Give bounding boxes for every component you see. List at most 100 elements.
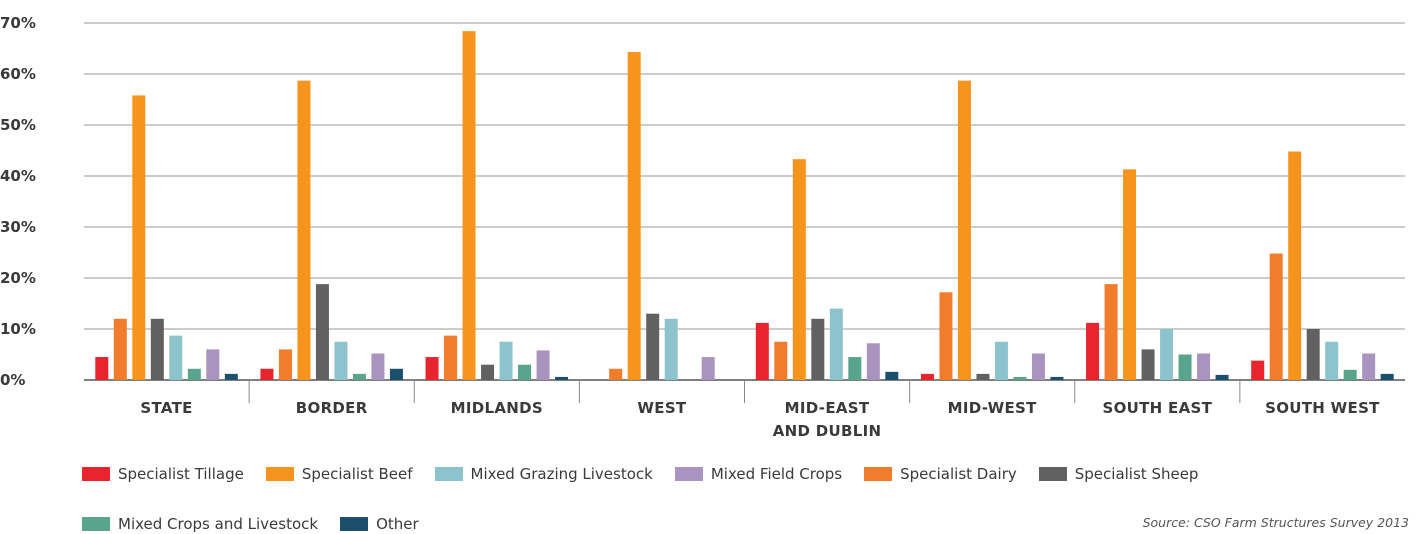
- x-category-label: AND DUBLIN: [773, 422, 882, 440]
- x-category-label: MID-EAST: [785, 399, 870, 417]
- bar: [1141, 349, 1155, 380]
- bar: [518, 364, 532, 380]
- bar: [187, 368, 201, 380]
- y-tick-label: 20%: [0, 269, 36, 287]
- bar: [260, 368, 274, 380]
- bar: [848, 357, 862, 380]
- bar: [1160, 329, 1174, 380]
- y-tick-label: 60%: [0, 65, 36, 83]
- bar: [957, 80, 971, 380]
- legend-label: Specialist Dairy: [900, 465, 1017, 483]
- bar: [609, 368, 623, 380]
- legend-swatch: [82, 517, 110, 531]
- x-category-label: STATE: [140, 399, 192, 417]
- bar: [334, 341, 348, 380]
- x-category-label: WEST: [637, 399, 686, 417]
- bar: [278, 349, 292, 380]
- bar: [113, 318, 127, 380]
- bar: [1178, 354, 1192, 380]
- legend-item: Specialist Tillage: [82, 465, 244, 483]
- bar: [425, 357, 439, 380]
- bar: [352, 373, 366, 380]
- bar: [1123, 169, 1137, 380]
- legend-item: Specialist Beef: [265, 465, 413, 483]
- bar: [976, 373, 990, 380]
- x-category-label: SOUTH EAST: [1102, 399, 1212, 417]
- legend-swatch: [434, 467, 463, 481]
- bar: [1325, 341, 1339, 380]
- bar: [885, 371, 899, 380]
- bar: [1306, 329, 1320, 380]
- bar: [169, 335, 183, 380]
- legend-label: Mixed Grazing Livestock: [470, 465, 653, 483]
- bar: [1362, 353, 1376, 380]
- legend-label: Mixed Crops and Livestock: [118, 515, 319, 533]
- y-tick-label: 0%: [0, 371, 25, 389]
- legend-label: Other: [376, 515, 419, 533]
- bar: [1251, 360, 1265, 380]
- legend-item: Mixed Field Crops: [674, 465, 843, 483]
- bar: [627, 52, 641, 380]
- bar: [1197, 353, 1211, 380]
- bar: [866, 343, 880, 380]
- bar: [150, 318, 164, 380]
- bar: [1269, 253, 1283, 380]
- bar: [462, 31, 476, 380]
- bar: [1380, 373, 1394, 380]
- bar: [1050, 376, 1064, 380]
- bar: [536, 350, 550, 380]
- bar: [95, 357, 109, 380]
- bar: [389, 368, 403, 380]
- legend-item: Mixed Grazing Livestock: [434, 465, 653, 483]
- bar: [444, 335, 458, 380]
- y-tick-label: 70%: [0, 14, 36, 32]
- bar: [499, 341, 513, 380]
- bar: [481, 364, 495, 380]
- x-category-label: SOUTH WEST: [1265, 399, 1380, 417]
- bar: [1104, 284, 1118, 380]
- x-category-label: MIDLANDS: [451, 399, 543, 417]
- bar: [1013, 376, 1027, 380]
- bar: [811, 318, 825, 380]
- legend-label: Specialist Sheep: [1074, 465, 1199, 483]
- source-note: Source: CSO Farm Structures Survey 2013: [1142, 515, 1409, 530]
- bar: [755, 322, 769, 380]
- bar: [1086, 322, 1100, 380]
- bar: [701, 357, 715, 380]
- y-tick-label: 30%: [0, 218, 36, 236]
- bar: [297, 80, 311, 380]
- legend-swatch: [82, 467, 110, 481]
- bar: [371, 353, 385, 380]
- legend-item: Other: [340, 515, 419, 533]
- bar-chart: 0% 10% 20% 30% 40% 50% 60% 70% STATE BORDER MIDLAN…: [0, 14, 1405, 440]
- y-tick-label: 40%: [0, 167, 36, 185]
- legend-row: Mixed Crops and Livestock Other: [82, 515, 441, 533]
- legend-item: Specialist Dairy: [864, 465, 1017, 483]
- bar: [1215, 374, 1229, 380]
- legend-item: Specialist Sheep: [1038, 465, 1199, 483]
- legend-label: Mixed Field Crops: [710, 465, 843, 483]
- bar: [315, 284, 329, 380]
- bar: [939, 292, 953, 380]
- bar: [920, 373, 934, 380]
- bar: [224, 373, 238, 380]
- bar: [792, 159, 806, 380]
- legend-swatch: [864, 467, 893, 481]
- bar: [555, 376, 569, 380]
- bar: [1343, 369, 1357, 380]
- bar: [664, 318, 678, 380]
- x-category-label: MID-WEST: [948, 399, 1037, 417]
- bar: [206, 349, 220, 380]
- legend-swatch: [265, 467, 294, 481]
- bar: [646, 313, 660, 380]
- bar: [829, 308, 843, 380]
- bar: [1288, 151, 1302, 380]
- legend-swatch: [1038, 467, 1067, 481]
- legend-label: Specialist Beef: [301, 465, 413, 483]
- legend-row: Specialist Tillage Specialist Beef Mixed G…: [82, 465, 1220, 483]
- y-tick-label: 50%: [0, 116, 36, 134]
- legend-label: Specialist Tillage: [118, 465, 244, 483]
- x-category-label: BORDER: [296, 399, 368, 417]
- bar: [1031, 353, 1045, 380]
- y-tick-label: 10%: [0, 320, 36, 338]
